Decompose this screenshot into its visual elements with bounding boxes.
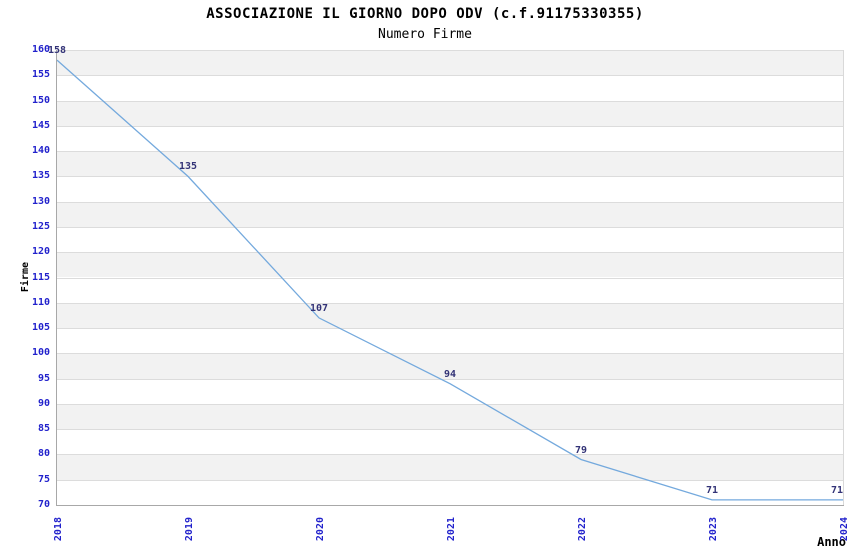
x-tick-label: 2020 [315,517,326,542]
x-tick-label: 2021 [446,517,457,542]
gridline [57,201,843,203]
y-tick-label: 100 [31,347,50,359]
x-tick-label: 2024 [839,517,850,542]
data-point-label: 135 [178,161,198,173]
y-tick-label: 115 [31,271,50,283]
y-tick-label: 135 [31,170,50,182]
gridline [57,50,843,51]
gridline [57,403,843,405]
y-tick-label: 145 [31,119,50,131]
gridline [57,252,843,254]
data-point-label: 71 [705,484,719,496]
gridline [57,75,843,77]
plot-band [57,454,843,480]
series-line [56,59,843,501]
x-tick-label: 2023 [708,517,719,542]
y-tick-label: 130 [31,195,50,207]
plot-band [57,201,843,227]
plot-band [57,50,843,76]
y-tick-label: 80 [37,448,50,460]
x-axis-line [56,505,844,506]
y-tick-label: 85 [37,423,50,435]
y-tick-label: 70 [37,499,50,510]
plot-band [57,100,843,126]
data-point-label: 158 [47,45,67,57]
gridline [57,151,843,153]
plot-band [57,302,843,329]
data-point-label: 79 [574,444,588,456]
gridline [57,176,843,178]
data-point-label: 94 [443,368,457,380]
y-tick-label: 140 [31,145,50,157]
gridline [57,353,843,355]
gridline [57,277,843,279]
series-svg [56,59,843,501]
data-point-label: 107 [309,302,329,314]
plot-band [57,403,843,430]
y-tick-label: 155 [31,69,50,81]
x-tick-label: 2019 [184,517,195,542]
gridline [57,429,843,431]
y-tick-label: 95 [37,372,50,384]
y-tick-label: 150 [31,94,50,106]
chart-subtitle: Numero Firme [378,27,472,42]
gridline [57,226,843,228]
plot-band [57,353,843,379]
y-tick-label: 110 [31,296,50,308]
plot-band [57,252,843,278]
gridline [57,454,843,456]
y-tick-label: 120 [31,246,50,258]
y-tick-label: 75 [37,473,50,485]
y-tick-label: 160 [31,44,50,55]
gridline [57,378,843,380]
y-tick-label: 90 [37,397,50,409]
x-axis-tick-labels: 2018 2019 2020 2021 2022 2023 2024 [53,517,850,550]
plot-area: 158 135 107 94 79 71 71 [48,45,844,506]
plot-right-border [843,50,844,505]
y-axis-tick-labels: 70 75 80 85 90 95 100 105 110 115 120 125 130 135 140 1… [0,44,50,510]
gridline [57,328,843,330]
gridline [57,479,843,481]
x-tick-label: 2022 [577,517,588,542]
gridline [57,302,843,304]
gridline [57,125,843,127]
y-tick-label: 125 [31,220,50,232]
chart-title: ASSOCIAZIONE IL GIORNO DOPO ODV (c.f.911… [206,6,644,22]
gridline [57,100,843,102]
x-tick-label: 2018 [53,517,64,542]
y-axis-line [56,50,57,506]
x-axis-title: Anno [817,535,846,549]
data-point-label: 71 [830,484,843,496]
plot-band [57,151,843,177]
y-tick-label: 105 [31,322,50,334]
